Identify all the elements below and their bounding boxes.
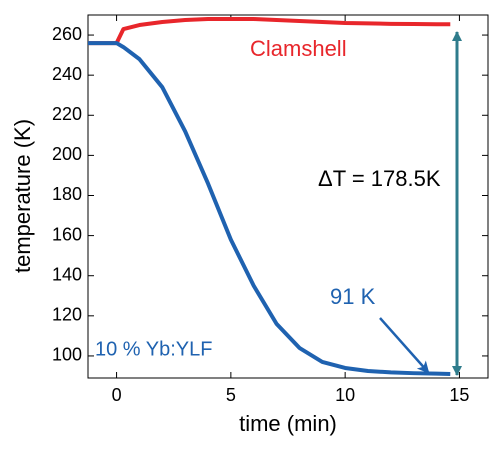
series-label: 10 % Yb:YLF xyxy=(95,338,212,360)
x-tick-label: 5 xyxy=(226,385,236,405)
x-tick-label: 15 xyxy=(449,385,469,405)
plot-frame xyxy=(87,14,489,379)
x-tick-label: 0 xyxy=(112,385,122,405)
y-tick-label: 260 xyxy=(52,24,82,44)
y-tick-label: 220 xyxy=(52,104,82,124)
delta-label: ΔT = 178.5K xyxy=(318,166,441,191)
y-tick-label: 160 xyxy=(52,224,82,244)
y-tick-label: 200 xyxy=(52,144,82,164)
y-tick-label: 240 xyxy=(52,64,82,84)
series-line xyxy=(88,41,451,376)
series-line xyxy=(88,17,451,46)
series-label: Clamshell xyxy=(250,36,347,61)
x-axis-label: time (min) xyxy=(239,411,337,436)
x-tick-label: 10 xyxy=(335,385,355,405)
y-tick-label: 100 xyxy=(52,345,82,365)
y-axis-label: temperature (K) xyxy=(10,119,35,273)
label-arrow xyxy=(379,317,430,374)
y-tick-label: 120 xyxy=(52,305,82,325)
temp-label: 91 K xyxy=(330,284,376,309)
y-tick-label: 180 xyxy=(52,184,82,204)
y-tick-label: 140 xyxy=(52,264,82,284)
